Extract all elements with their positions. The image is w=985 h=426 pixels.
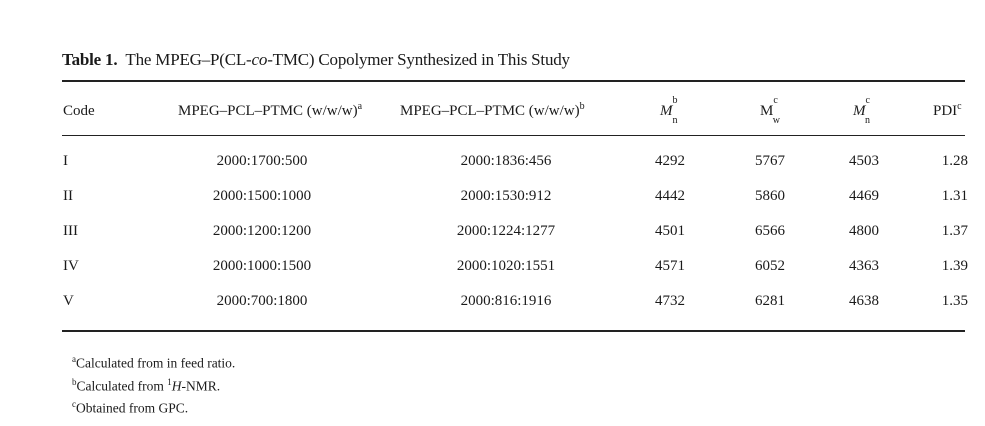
cell-mw: 6566 [755,223,785,239]
header-nmr-sup: b [579,101,585,112]
cell-mn-nmr: 4292 [655,153,685,169]
header-feed-text: MPEG–PCL–PTMC (w/w/w) [178,103,358,119]
cell-pdi: 1.35 [941,293,968,309]
header-code: Code [63,103,95,119]
header-pdi: PDIc [933,101,962,120]
cell-feed-ratio: 2000:1200:1200 [212,223,312,239]
cell-code: I [63,153,68,169]
cell-mn-gpc: 4363 [849,258,879,274]
cell-nmr-ratio: 2000:1836:456 [460,153,552,169]
cell-mn-nmr: 4501 [655,223,685,239]
cell-code: II [63,188,73,204]
cell-mn-gpc: 4469 [849,188,879,204]
table-title-part: -TMC) Copolymer Synthesized in This Stud… [267,50,570,69]
footnote-a: aCalculated from in feed ratio. [72,350,235,373]
cell-mw: 6052 [755,258,785,274]
header-nmr-ratio: MPEG–PCL–PTMC (w/w/w)b [400,101,585,120]
table-row: V 2000:700:1800 2000:816:1916 4732 6281 … [0,293,985,315]
header-nmr-text: MPEG–PCL–PTMC (w/w/w) [400,103,580,119]
header-mn-nmr: Mbn [660,96,678,126]
header-mw-sup: c [773,95,778,106]
cell-pdi: 1.39 [941,258,968,274]
table-header-rule [62,135,965,136]
cell-code: V [63,293,74,309]
cell-feed-ratio: 2000:1700:500 [216,153,308,169]
header-feed-sup: a [357,101,363,112]
header-pdi-text: PDI [933,103,958,119]
table-caption: Table 1. The MPEG–P(CL-co-TMC) Copolymer … [62,50,570,70]
header-mn-c-sub: n [864,115,870,126]
cell-pdi: 1.28 [941,153,968,169]
header-mn-c-sup: c [865,95,870,106]
footnote-b-text-end: -NMR. [181,378,221,393]
cell-mn-nmr: 4732 [655,293,685,309]
cell-feed-ratio: 2000:700:1800 [216,293,308,309]
footnote-b-nucleus: H [171,378,182,393]
header-mn-b-symbol: M [660,103,673,119]
header-feed-ratio: MPEG–PCL–PTMC (w/w/w)a [178,101,363,120]
header-mn-c-symbol: M [853,103,866,119]
table-top-rule [62,80,965,82]
footnote-a-mark: a [72,354,76,364]
footnote-c: cObtained from GPC. [72,395,235,418]
cell-code: IV [63,258,79,274]
cell-nmr-ratio: 2000:1224:1277 [456,223,556,239]
cell-mn-gpc: 4638 [849,293,879,309]
footnote-b-isotope: 1 [167,376,172,387]
cell-mw: 6281 [755,293,785,309]
cell-mn-gpc: 4503 [849,153,879,169]
table-label: Table 1. [62,50,118,69]
table-title-part: The MPEG–P(CL- [125,50,252,69]
header-mw-sub: w [772,115,781,126]
cell-mn-gpc: 4800 [849,223,879,239]
header-mw: Mcw [760,96,780,126]
cell-feed-ratio: 2000:1500:1000 [212,188,312,204]
table-row: IV 2000:1000:1500 2000:1020:1551 4571 60… [0,258,985,280]
footnote-b-text: Calculated from [76,378,168,393]
cell-mn-nmr: 4571 [655,258,685,274]
footnote-a-text: Calculated from in feed ratio. [76,355,236,371]
table-row: III 2000:1200:1200 2000:1224:1277 4501 6… [0,223,985,245]
cell-code: III [63,223,78,239]
table-row: II 2000:1500:1000 2000:1530:912 4442 586… [0,188,985,210]
table-bottom-rule [62,330,965,332]
table-footnotes: aCalculated from in feed ratio. bCalcula… [72,350,235,418]
cell-mw: 5767 [755,153,785,169]
header-mn-b-sup: b [672,95,678,106]
cell-pdi: 1.31 [941,188,968,204]
cell-feed-ratio: 2000:1000:1500 [212,258,312,274]
footnote-c-mark: c [72,399,76,409]
cell-nmr-ratio: 2000:816:1916 [460,293,552,309]
cell-mn-nmr: 4442 [655,188,685,204]
cell-nmr-ratio: 2000:1530:912 [460,188,552,204]
header-mn-b-sub: n [672,115,678,126]
table-row: I 2000:1700:500 2000:1836:456 4292 5767 … [0,153,985,175]
footnote-b-mark: b [72,376,77,387]
cell-pdi: 1.37 [941,223,968,239]
cell-mw: 5860 [755,188,785,204]
cell-nmr-ratio: 2000:1020:1551 [456,258,556,274]
header-mn-gpc: Mcn [853,96,870,126]
header-pdi-sup: c [957,101,962,112]
footnote-c-text: Obtained from GPC. [76,400,189,416]
header-mw-symbol: M [760,103,774,119]
footnote-b: bCalculated from 1H-NMR. [72,373,235,396]
table-title-italic: co [251,50,268,69]
